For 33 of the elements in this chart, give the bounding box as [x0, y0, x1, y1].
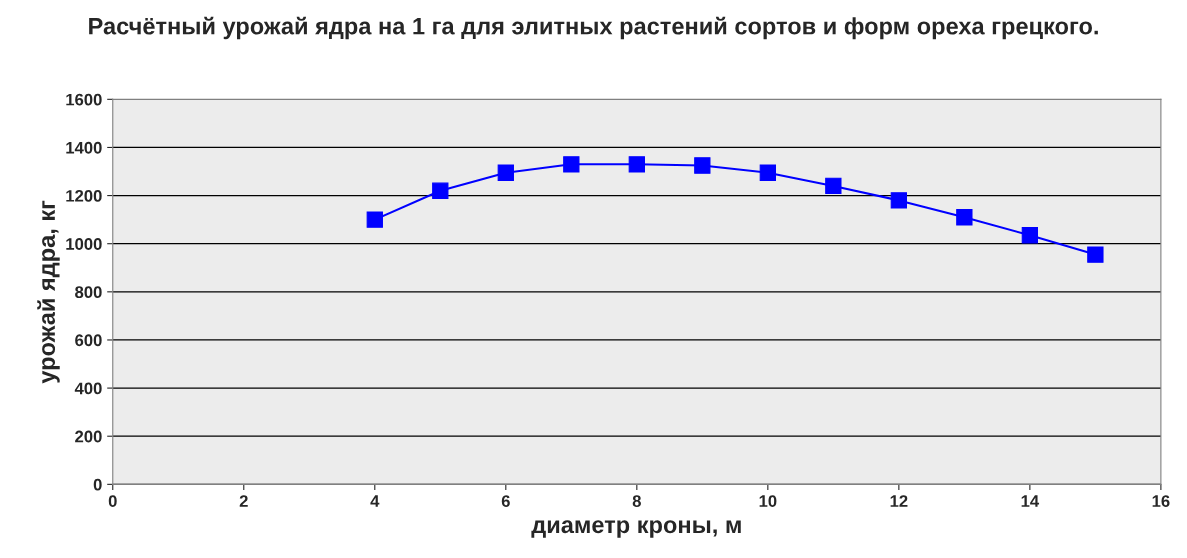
y-tick-label: 1400	[66, 141, 102, 154]
x-tick-label: 2	[239, 495, 248, 507]
y-tick-label: 400	[74, 382, 102, 395]
point	[628, 156, 645, 173]
point	[890, 192, 908, 209]
point	[1087, 246, 1104, 263]
x-tick-label: 16	[1152, 495, 1170, 507]
x-tick-label: 4	[370, 495, 380, 507]
point	[694, 157, 711, 174]
x-tick-label: 8	[632, 495, 641, 507]
point	[759, 164, 776, 181]
y-tick-label: 0	[93, 478, 102, 491]
x-axis-title: диаметр кроны, м	[531, 520, 741, 538]
point	[366, 211, 383, 228]
y-tick-label: 1600	[66, 93, 102, 106]
point	[825, 177, 842, 195]
x-tick-label: 10	[759, 495, 777, 507]
y-tick-label: 600	[75, 334, 102, 347]
y-axis-title: урожай ядра, кг	[37, 200, 60, 384]
point	[1021, 227, 1039, 244]
x-tick-label: 6	[501, 495, 510, 507]
point	[563, 156, 580, 173]
point	[956, 209, 973, 226]
x-tick-label: 12	[890, 495, 908, 507]
y-tick-label: 1000	[66, 238, 102, 250]
chart-title: Расчётный урожай ядра на 1 га для элитных растений сортов и форм ореха грецкого.	[89, 16, 1098, 40]
point	[432, 182, 449, 199]
y-tick-label: 200	[75, 430, 102, 443]
x-tick-label: 0	[108, 495, 117, 507]
y-tick-label: 1200	[66, 189, 102, 202]
x-tick-label: 14	[1021, 495, 1040, 507]
point	[497, 164, 514, 181]
y-tick-label: 800	[75, 286, 102, 299]
